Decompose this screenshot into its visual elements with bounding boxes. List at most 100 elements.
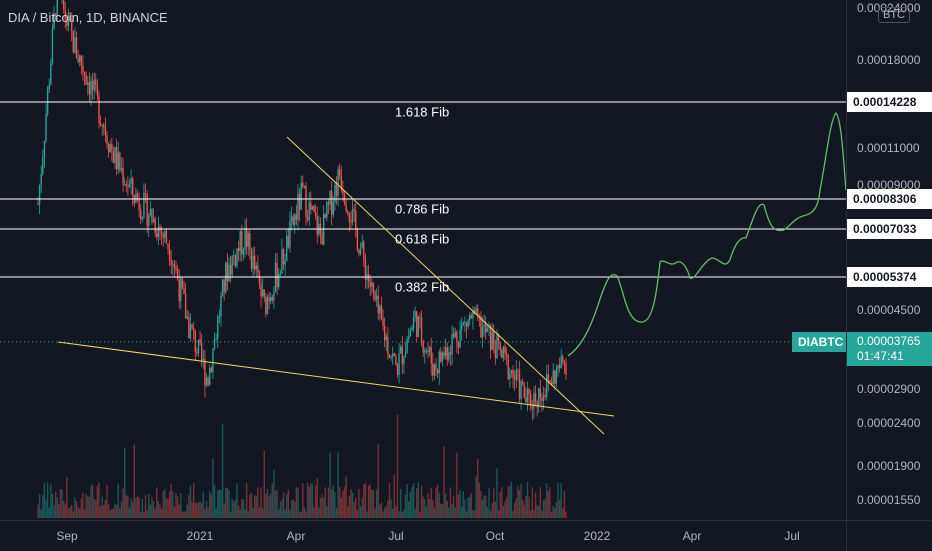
candle-body <box>555 369 558 384</box>
volume-bar <box>565 511 567 518</box>
candle-body <box>199 339 201 344</box>
volume-bar <box>380 502 383 518</box>
volume-bar <box>305 511 307 518</box>
candle-body <box>103 124 105 128</box>
candle-body <box>157 226 160 238</box>
candle-body <box>512 369 514 378</box>
volume-bar <box>197 502 200 518</box>
volume-bar <box>62 501 65 518</box>
volume-bar <box>281 499 283 518</box>
volume-bar <box>454 507 456 518</box>
candle-body <box>115 147 118 170</box>
candle-body <box>165 230 168 244</box>
volume-bar <box>268 495 270 518</box>
candle-body <box>536 401 538 408</box>
volume-bar <box>236 483 238 518</box>
volume-bar <box>467 497 469 518</box>
candle-body <box>326 202 328 218</box>
currency-badge[interactable]: BTC <box>878 7 910 23</box>
candle-body <box>204 359 206 386</box>
price-tick: 0.00011000 <box>857 141 920 155</box>
candle-body <box>388 354 391 358</box>
candle-body <box>207 377 209 385</box>
candle-body <box>560 356 562 368</box>
candle-body <box>72 30 75 53</box>
candle-body <box>438 351 440 374</box>
candle-body <box>85 75 87 85</box>
resistance-trendline[interactable] <box>286 136 605 435</box>
volume-bar <box>59 489 62 518</box>
candle-body <box>549 379 551 383</box>
volume-bar <box>404 494 407 518</box>
volume-bar <box>310 483 312 518</box>
candle-body <box>507 355 509 380</box>
volume-bar <box>359 506 362 518</box>
candle-body <box>143 193 145 218</box>
chart-pane[interactable]: DIA / Bitcoin, 1D, BINANCE 1.618 Fib 0.7… <box>0 0 850 520</box>
candle-body <box>493 331 495 349</box>
volume-bar <box>465 511 468 518</box>
candle-body <box>292 216 294 225</box>
volume-bar <box>446 500 448 518</box>
candle-body <box>42 157 44 174</box>
volume-bar <box>428 498 431 518</box>
candle-body <box>181 278 184 289</box>
candle-body <box>266 297 269 315</box>
volume-bar <box>225 488 227 518</box>
volume-bar <box>90 485 92 518</box>
candle-body <box>268 297 270 302</box>
volume-bar <box>424 499 426 518</box>
volume-bar <box>79 508 81 518</box>
volume-bar <box>425 506 428 518</box>
candle-body <box>90 80 92 95</box>
volume-bar <box>525 496 527 518</box>
volume-bar <box>77 507 79 518</box>
current-price: 0.00003765 <box>857 334 921 348</box>
volume-bar <box>173 506 176 518</box>
candle-body <box>53 13 55 29</box>
volume-bar <box>123 448 126 518</box>
candle-body <box>250 249 253 269</box>
volume-bar <box>420 485 423 518</box>
candle-body <box>130 177 132 184</box>
candle-body <box>144 193 147 195</box>
projection-curve[interactable] <box>567 111 846 357</box>
volume-bar <box>435 487 437 518</box>
volume-bar <box>558 500 561 518</box>
volume-bar <box>329 452 331 518</box>
volume-bar <box>184 511 187 518</box>
volume-bar <box>351 492 354 518</box>
candle-body <box>305 186 307 218</box>
volume-bar <box>258 506 261 518</box>
volume-bar <box>460 506 463 518</box>
candle-body <box>404 351 407 358</box>
candle-body <box>454 331 456 337</box>
candle-body <box>257 265 259 274</box>
candle-body <box>258 273 261 284</box>
support-trendline[interactable] <box>57 341 615 417</box>
volume-bar <box>74 497 76 518</box>
candle-body <box>552 370 554 385</box>
candle-body <box>62 0 65 10</box>
price-chart[interactable] <box>0 0 846 520</box>
volume-bar <box>358 488 360 518</box>
candle-body <box>398 353 400 376</box>
volume-bar <box>459 490 461 518</box>
candle-body <box>533 393 535 409</box>
volume-bar <box>228 490 230 518</box>
volume-bar <box>515 498 517 518</box>
candle-body <box>231 256 233 275</box>
time-axis[interactable]: Sep 2021 Apr Jul Oct 2022 Apr Jul <box>0 520 846 551</box>
volume-bar <box>54 491 57 518</box>
price-axis[interactable]: 0.00024000 BTC 0.00018000 0.00011000 0.0… <box>846 0 932 520</box>
fib-price-label-0382: 0.00005374 <box>847 267 932 287</box>
candle-body <box>184 294 187 319</box>
volume-bar <box>417 482 420 518</box>
candle-body <box>547 374 550 380</box>
volume-bar <box>444 494 447 518</box>
candle-body <box>520 381 522 400</box>
volume-bar <box>270 493 272 518</box>
volume-bar <box>382 511 384 518</box>
volume-bar <box>160 508 163 518</box>
volume-bar <box>170 484 172 518</box>
